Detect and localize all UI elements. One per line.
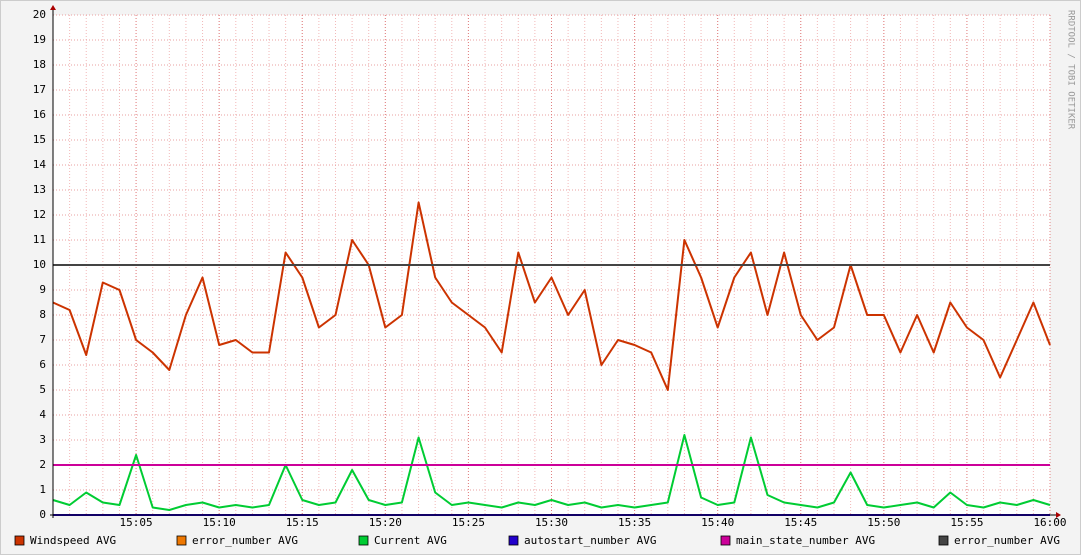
- watermark: RRDTOOL / TOBI OETIKER: [1066, 10, 1076, 130]
- x-tick-label: 15:05: [120, 516, 153, 529]
- legend-swatch: [176, 535, 187, 546]
- x-arrow: [1056, 512, 1061, 518]
- y-tick-label: 7: [39, 333, 46, 346]
- x-tick-label: 15:35: [618, 516, 651, 529]
- y-tick-label: 1: [39, 483, 46, 496]
- x-tick-label: 15:10: [203, 516, 236, 529]
- y-tick-label: 17: [33, 83, 46, 96]
- y-tick-label: 3: [39, 433, 46, 446]
- legend-label: main_state_number AVG: [736, 534, 875, 547]
- y-tick-label: 6: [39, 358, 46, 371]
- x-tick-label: 15:30: [535, 516, 568, 529]
- legend-label: Current AVG: [374, 534, 447, 547]
- y-tick-label: 18: [33, 58, 46, 71]
- y-arrow: [50, 5, 56, 10]
- y-tick-label: 5: [39, 383, 46, 396]
- y-tick-label: 16: [33, 108, 46, 121]
- legend-swatch: [358, 535, 369, 546]
- y-tick-label: 11: [33, 233, 46, 246]
- x-tick-label: 15:50: [867, 516, 900, 529]
- legend-swatch: [720, 535, 731, 546]
- x-tick-label: 15:45: [784, 516, 817, 529]
- series-line: [52, 201, 1051, 391]
- x-tick-label: 15:20: [369, 516, 402, 529]
- y-tick-label: 4: [39, 408, 46, 421]
- y-tick-label: 10: [33, 258, 46, 271]
- legend-label: autostart_number AVG: [524, 534, 656, 547]
- legend-swatch: [14, 535, 25, 546]
- x-tick-label: 16:00: [1033, 516, 1066, 529]
- y-tick-label: 20: [33, 8, 46, 21]
- legend-label: Windspeed AVG: [30, 534, 116, 547]
- series-line: [52, 434, 1051, 511]
- y-tick-label: 9: [39, 283, 46, 296]
- legend-swatch: [508, 535, 519, 546]
- y-tick-label: 13: [33, 183, 46, 196]
- legend-label: error_number AVG: [954, 534, 1060, 547]
- x-tick-label: 15:55: [950, 516, 983, 529]
- x-tick-label: 15:15: [286, 516, 319, 529]
- y-tick-label: 2: [39, 458, 46, 471]
- x-tick-label: 15:40: [701, 516, 734, 529]
- x-tick-label: 15:25: [452, 516, 485, 529]
- y-tick-label: 12: [33, 208, 46, 221]
- legend-swatch: [938, 535, 949, 546]
- y-tick-label: 0: [39, 508, 46, 521]
- y-tick-label: 14: [33, 158, 47, 171]
- y-tick-label: 15: [33, 133, 46, 146]
- y-tick-label: 19: [33, 33, 46, 46]
- y-tick-label: 8: [39, 308, 46, 321]
- legend-label: error_number AVG: [192, 534, 298, 547]
